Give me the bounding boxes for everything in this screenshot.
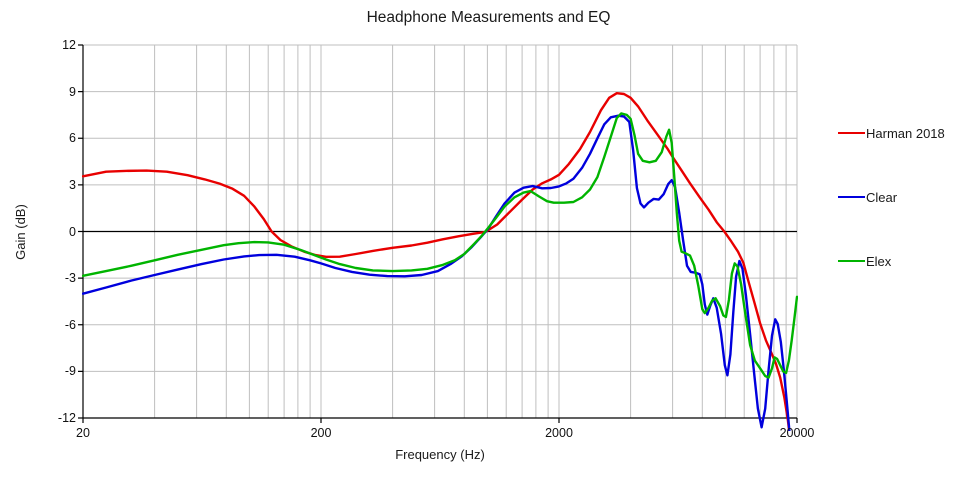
- x-axis-title: Frequency (Hz): [395, 447, 485, 462]
- x-tick-label: 200: [310, 426, 332, 440]
- legend-item-harman-2018: Harman 2018: [838, 123, 945, 143]
- y-tick-label: 12: [62, 38, 76, 52]
- chart-legend: Harman 2018 Clear Elex: [838, 0, 977, 489]
- legend-line-swatch: [838, 260, 865, 262]
- legend-label: Harman 2018: [866, 125, 945, 141]
- legend-item-clear: Clear: [838, 187, 897, 207]
- legend-line-swatch: [838, 132, 865, 134]
- y-tick-label: 3: [69, 177, 76, 192]
- x-tick-label: 20: [76, 426, 90, 440]
- series-line-harman-2018: [82, 92, 791, 431]
- legend-label: Elex: [866, 253, 892, 269]
- chart-title: Headphone Measurements and EQ: [366, 9, 611, 26]
- x-tick-label: 2000: [545, 426, 573, 440]
- y-tick-label: 0: [69, 224, 76, 239]
- legend-line-swatch: [838, 196, 865, 198]
- legend-label: Clear: [866, 189, 898, 205]
- y-tick-label: 9: [69, 84, 76, 99]
- y-tick-label: 6: [69, 131, 76, 146]
- legend-item-elex: Elex: [838, 251, 891, 271]
- y-tick-label: -9: [64, 364, 76, 379]
- y-tick-label: -12: [57, 411, 76, 425]
- y-tick-label: -6: [64, 317, 76, 332]
- y-axis-title: Gain (dB): [13, 204, 28, 260]
- y-tick-label: -3: [64, 271, 76, 286]
- x-tick-label: 20000: [779, 426, 815, 440]
- series-line-elex: [82, 112, 798, 379]
- series-line-clear: [82, 114, 791, 431]
- tick-marks: [78, 44, 798, 423]
